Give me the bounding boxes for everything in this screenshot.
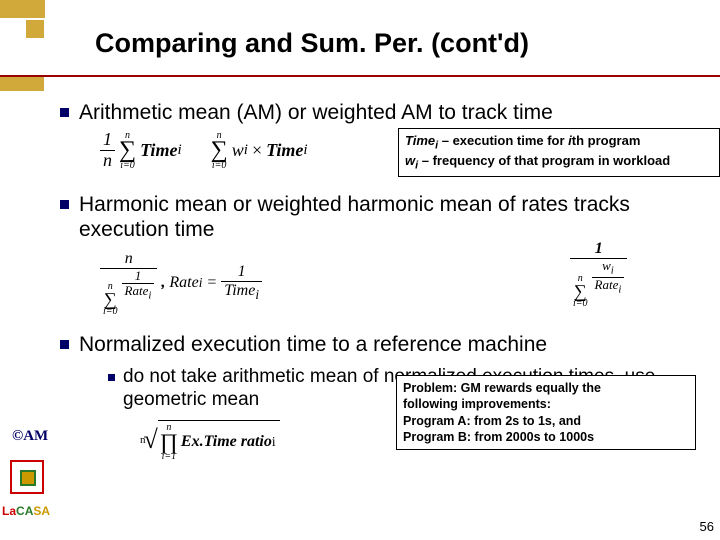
gm-sub: i [272, 434, 276, 450]
am2-sub: i [303, 142, 307, 159]
page-number: 56 [700, 519, 714, 534]
bullet-icon [60, 340, 69, 349]
note1-line2: wi – frequency of that program in worklo… [405, 153, 713, 173]
n2-l2: following improvements: [403, 396, 689, 412]
bullet-3: Normalized execution time to a reference… [60, 332, 680, 357]
n1-l1c: th program [572, 133, 641, 148]
top-gold-band [0, 0, 720, 18]
n1-l2b: – frequency of that program in workload [418, 153, 670, 168]
n1-l1a: Time [405, 133, 435, 148]
lc-c: C [16, 504, 25, 518]
n2-l3: Program A: from 2s to 1s, and [403, 413, 689, 429]
hm1-ratel: Rate [169, 274, 198, 292]
hm1-one: 1 [132, 269, 145, 283]
hm2-rate: Rate [595, 277, 619, 292]
bullet-2-text: Harmonic mean or weighted harmonic mean … [79, 192, 680, 242]
header: Comparing and Sum. Per. (cont'd) [0, 0, 720, 90]
gold-strip [0, 0, 45, 18]
lc-a3: A [41, 504, 50, 518]
copyright-am: ©AM [12, 428, 48, 445]
am1-den: n [100, 151, 115, 171]
logo-outer [10, 460, 44, 494]
hm1-eq: = [206, 274, 217, 292]
hm1-lo: i=0 [103, 307, 118, 316]
n2-l1: Problem: GM rewards equally the [403, 380, 689, 396]
hm2-wsub: i [611, 264, 614, 276]
hm1-tsub: i [255, 287, 259, 302]
slide-title: Comparing and Sum. Per. (cont'd) [95, 28, 529, 59]
hm1-n: n [122, 250, 136, 268]
gold-rule-left [0, 77, 44, 91]
am2-times: × [251, 140, 263, 161]
logo-inner [20, 470, 36, 486]
formula-gm: n √ n ∏ i=1 Ex.Time ratioi [140, 420, 280, 461]
am2-wsub: i [244, 142, 248, 159]
hm1-one2: 1 [235, 263, 249, 281]
am1-num: 1 [100, 130, 115, 150]
n1-l1b: – execution time for [438, 133, 568, 148]
am1-term: Time [140, 140, 177, 161]
n2-l4: Program B: from 2000s to 1000s [403, 429, 689, 445]
gold-corner-square [26, 20, 44, 38]
am2-w: w [232, 140, 244, 161]
note-box-1: Timei – execution time for ith program w… [398, 128, 720, 177]
hm1-sub: i [148, 289, 151, 301]
note-box-2: Problem: GM rewards equally the followin… [396, 375, 696, 450]
bullet-icon [60, 200, 69, 209]
bullet-3-text: Normalized execution time to a reference… [79, 332, 547, 357]
lacasa-logo [10, 460, 50, 504]
hm2-lo: i=0 [573, 299, 588, 308]
formula-hm2: 1 n ∑ i=0 wi Ratei [570, 240, 627, 308]
bullet-icon [60, 108, 69, 117]
am2-lower: i=0 [212, 161, 227, 170]
hm1-comma: , [161, 274, 165, 292]
hm1-rate: Rate [125, 283, 149, 298]
note1-line1: Timei – execution time for ith program [405, 133, 713, 153]
am2-term: Time [266, 140, 303, 161]
hm1-time: Time [224, 282, 255, 299]
bullet-icon-small [108, 374, 115, 381]
formula-hm: n n ∑ i=0 1 Ratei , Ratei = [100, 250, 262, 316]
hm2-w: w [602, 258, 611, 273]
bullet-1: Arithmetic mean (AM) or weighted AM to t… [60, 100, 680, 125]
gm-lo: i=1 [162, 452, 177, 461]
bullet-1-text: Arithmetic mean (AM) or weighted AM to t… [79, 100, 553, 125]
formula-am: 1n n ∑ i=0 Timei n ∑ i=0 wi × Timei [100, 130, 308, 171]
am1-lower: i=0 [120, 161, 135, 170]
lacasa-text: LaCASA [2, 504, 50, 518]
hm1-ratesub: i [199, 275, 203, 291]
hm2-rsub: i [618, 284, 621, 296]
am1-sub: i [177, 142, 181, 159]
bullet-2: Harmonic mean or weighted harmonic mean … [60, 192, 680, 242]
gm-term: Ex.Time ratio [181, 433, 272, 451]
red-rule [0, 75, 720, 77]
hm2-one: 1 [592, 240, 606, 258]
n1-l2a: w [405, 153, 415, 168]
